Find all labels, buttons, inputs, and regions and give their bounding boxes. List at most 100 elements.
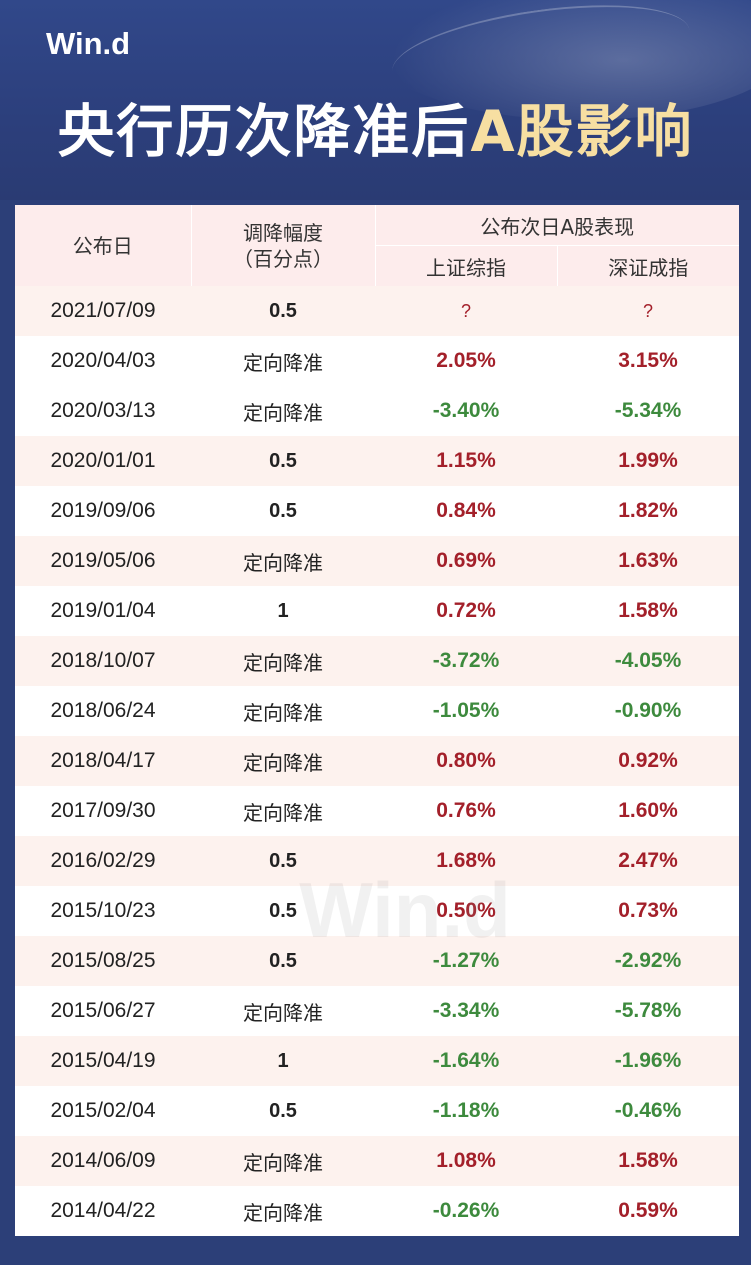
row-shenzhen-change: 0.73% <box>557 886 739 936</box>
row-shanghai-change: -3.34% <box>375 986 557 1036</box>
row-shanghai-change: ? <box>375 286 557 336</box>
row-shenzhen-change: 0.59% <box>557 1186 739 1236</box>
table-row: 2014/06/09 定向降准 1.08% 1.58% <box>15 1136 739 1186</box>
row-cut-size: 0.5 <box>191 436 375 486</box>
row-shanghai-change: -1.27% <box>375 936 557 986</box>
row-shenzhen-change: 1.99% <box>557 436 739 486</box>
wind-logo: Win.d <box>46 26 131 61</box>
row-shenzhen-change: 2.47% <box>557 836 739 886</box>
row-shenzhen-change: -2.92% <box>557 936 739 986</box>
header-shanghai-index: 上证综指 <box>374 245 557 286</box>
row-date: 2020/01/01 <box>15 436 191 486</box>
row-date: 2018/06/24 <box>15 686 191 736</box>
rrr-cut-table: 公布日 调降幅度 （百分点） 公布次日A股表现 上证综指 深证成指 2021/07… <box>15 205 739 1236</box>
row-date: 2019/09/06 <box>15 486 191 536</box>
table-row: 2018/10/07 定向降准 -3.72% -4.05% <box>15 636 739 686</box>
row-cut-size: 定向降准 <box>191 536 375 586</box>
table-row: 2017/09/30 定向降准 0.76% 1.60% <box>15 786 739 836</box>
row-shenzhen-change: -1.96% <box>557 1036 739 1086</box>
row-shanghai-change: -0.26% <box>375 1186 557 1236</box>
table-row: 2020/01/01 0.5 1.15% 1.99% <box>15 436 739 486</box>
row-shenzhen-change: -5.34% <box>557 386 739 436</box>
row-date: 2020/03/13 <box>15 386 191 436</box>
header-date: 公布日 <box>15 205 191 286</box>
row-shenzhen-change: -4.05% <box>557 636 739 686</box>
row-shanghai-change: 0.72% <box>375 586 557 636</box>
row-shenzhen-change: 1.58% <box>557 586 739 636</box>
row-shanghai-change: -3.72% <box>375 636 557 686</box>
row-cut-size: 1 <box>191 1036 375 1086</box>
table-row: 2020/03/13 定向降准 -3.40% -5.34% <box>15 386 739 436</box>
header-cut: 调降幅度 （百分点） <box>190 205 375 286</box>
table-row: 2019/09/06 0.5 0.84% 1.82% <box>15 486 739 536</box>
table-row: 2018/06/24 定向降准 -1.05% -0.90% <box>15 686 739 736</box>
title-highlight: A股影响 <box>470 99 694 165</box>
table-row: 2015/04/19 1 -1.64% -1.96% <box>15 1036 739 1086</box>
row-shanghai-change: 2.05% <box>375 336 557 386</box>
header-banner: Win.d 央行历次降准后A股影响 <box>0 0 751 200</box>
row-cut-size: 定向降准 <box>191 386 375 436</box>
row-cut-size: 0.5 <box>191 286 375 336</box>
row-shanghai-change: -1.18% <box>375 1086 557 1136</box>
row-date: 2018/10/07 <box>15 636 191 686</box>
table-row: 2014/04/22 定向降准 -0.26% 0.59% <box>15 1186 739 1236</box>
row-date: 2015/06/27 <box>15 986 191 1036</box>
row-shenzhen-change: ? <box>557 286 739 336</box>
header-group-performance: 公布次日A股表现 <box>374 205 739 246</box>
row-date: 2019/01/04 <box>15 586 191 636</box>
row-shanghai-change: 0.84% <box>375 486 557 536</box>
row-shenzhen-change: 0.92% <box>557 736 739 786</box>
row-shenzhen-change: -0.46% <box>557 1086 739 1136</box>
table-row: 2015/02/04 0.5 -1.18% -0.46% <box>15 1086 739 1136</box>
row-shanghai-change: 1.15% <box>375 436 557 486</box>
row-shenzhen-change: -0.90% <box>557 686 739 736</box>
row-shanghai-change: 0.76% <box>375 786 557 836</box>
row-shanghai-change: -1.64% <box>375 1036 557 1086</box>
row-shenzhen-change: -5.78% <box>557 986 739 1036</box>
row-cut-size: 定向降准 <box>191 336 375 386</box>
header-cut-line2: （百分点） <box>233 246 333 271</box>
page-title: 央行历次降准后A股影响 <box>0 86 751 168</box>
row-cut-size: 1 <box>191 586 375 636</box>
row-cut-size: 0.5 <box>191 486 375 536</box>
table-row: 2021/07/09 0.5?? <box>15 286 739 336</box>
row-date: 2019/05/06 <box>15 536 191 586</box>
table-row: 2015/10/23 0.5 0.50% 0.73% <box>15 886 739 936</box>
row-date: 2015/02/04 <box>15 1086 191 1136</box>
table-row: 2015/06/27 定向降准 -3.34% -5.78% <box>15 986 739 1036</box>
row-cut-size: 定向降准 <box>191 636 375 686</box>
row-shanghai-change: -3.40% <box>375 386 557 436</box>
row-cut-size: 定向降准 <box>191 1186 375 1236</box>
row-date: 2018/04/17 <box>15 736 191 786</box>
row-cut-size: 0.5 <box>191 886 375 936</box>
row-date: 2015/10/23 <box>15 886 191 936</box>
row-cut-size: 定向降准 <box>191 786 375 836</box>
table-row: 2020/04/03 定向降准 2.05% 3.15% <box>15 336 739 386</box>
row-shanghai-change: 0.69% <box>375 536 557 586</box>
row-shenzhen-change: 1.58% <box>557 1136 739 1186</box>
table-row: 2016/02/29 0.5 1.68% 2.47% <box>15 836 739 886</box>
row-shanghai-change: 0.50% <box>375 886 557 936</box>
row-date: 2015/04/19 <box>15 1036 191 1086</box>
row-shanghai-change: -1.05% <box>375 686 557 736</box>
row-cut-size: 0.5 <box>191 936 375 986</box>
table-body: 2021/07/09 0.5?? 2020/04/03 定向降准 2.05% 3.15% 2… <box>15 286 739 1236</box>
row-date: 2015/08/25 <box>15 936 191 986</box>
row-shanghai-change: 1.68% <box>375 836 557 886</box>
row-shanghai-change: 1.08% <box>375 1136 557 1186</box>
row-date: 2020/04/03 <box>15 336 191 386</box>
row-cut-size: 定向降准 <box>191 686 375 736</box>
row-shenzhen-change: 1.60% <box>557 786 739 836</box>
row-date: 2014/04/22 <box>15 1186 191 1236</box>
row-date: 2016/02/29 <box>15 836 191 886</box>
table-row: 2015/08/25 0.5 -1.27% -2.92% <box>15 936 739 986</box>
table-row: 2019/01/04 1 0.72% 1.58% <box>15 586 739 636</box>
row-shenzhen-change: 1.63% <box>557 536 739 586</box>
row-shanghai-change: 0.80% <box>375 736 557 786</box>
rrr-cut-table-container: 公布日 调降幅度 （百分点） 公布次日A股表现 上证综指 深证成指 2021/07… <box>15 205 739 1236</box>
header-cut-line1: 调降幅度 <box>243 220 323 245</box>
table-row: 2018/04/17 定向降准 0.80% 0.92% <box>15 736 739 786</box>
row-shenzhen-change: 1.82% <box>557 486 739 536</box>
row-shenzhen-change: 3.15% <box>557 336 739 386</box>
